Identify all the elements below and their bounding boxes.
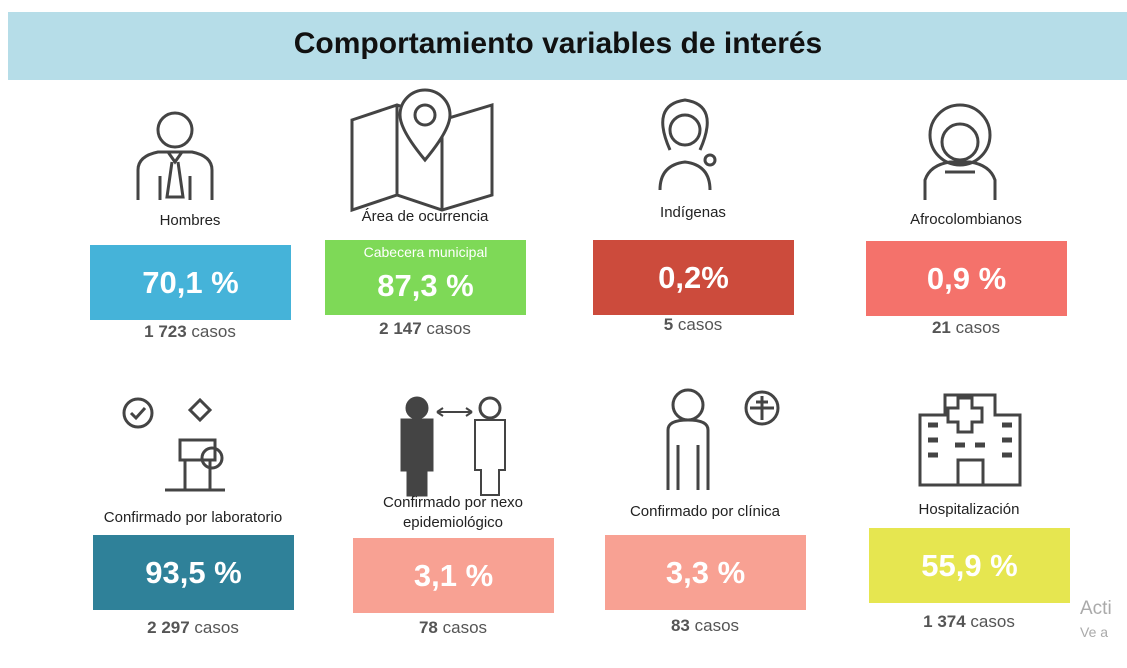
case-count: 1 723 xyxy=(144,322,187,341)
item-label: Indígenas xyxy=(660,204,726,221)
title: Comportamiento variables de interés xyxy=(293,27,823,60)
value: 3,1 % xyxy=(413,558,494,593)
item-label: Confirmado por clínica xyxy=(629,503,781,520)
case-count: 78 xyxy=(418,618,438,637)
case-count: 2 147 xyxy=(379,319,422,338)
value: 0,2% xyxy=(658,260,729,295)
case-unit: casos xyxy=(191,322,236,341)
value: 70,1 % xyxy=(142,265,239,300)
cases: 83 casos xyxy=(605,616,805,636)
value-box: 3,3 % xyxy=(605,535,806,610)
case-count: 1 374 xyxy=(923,612,966,631)
case-count: 21 xyxy=(931,318,951,337)
cases: 2 147 casos xyxy=(325,319,525,339)
case-unit: casos xyxy=(194,618,239,637)
header: Comportamiento variables de interés xyxy=(8,12,1127,80)
icon-clinic xyxy=(666,388,780,490)
case-unit: casos xyxy=(677,315,723,334)
icon-people xyxy=(400,396,506,497)
value-box: 0,9 % xyxy=(866,241,1067,316)
value-box: 93,5 % xyxy=(93,535,294,610)
item-label: Hombres xyxy=(159,212,221,229)
cases: 1 723 casos xyxy=(90,322,290,342)
icon-lab xyxy=(122,397,225,492)
icon-hospital xyxy=(918,393,1022,487)
item-label: Afrocolombianos xyxy=(910,211,1022,228)
watermark: Acti xyxy=(1080,598,1112,619)
cases: 2 297 casos xyxy=(93,618,293,638)
case-unit: casos xyxy=(955,318,1001,337)
value: 93,5 % xyxy=(145,555,242,590)
case-count: 5 xyxy=(663,315,674,334)
icon-afro xyxy=(923,103,997,200)
item-label: Confirmado por nexo epidemiológico xyxy=(382,494,524,531)
value-box: 55,9 % xyxy=(869,528,1070,603)
value-box: 70,1 % xyxy=(90,245,291,320)
case-unit: casos xyxy=(970,612,1015,631)
value: 3,3 % xyxy=(665,555,746,590)
case-count: 83 xyxy=(670,616,690,635)
item-label: Confirmado por laboratorio xyxy=(103,509,283,526)
value-box: 0,2% xyxy=(593,240,794,315)
icon-man xyxy=(136,111,214,200)
value: 0,9 % xyxy=(926,261,1007,296)
item-label: Hospitalización xyxy=(918,501,1020,518)
item-label: Área de ocurrencia xyxy=(361,208,489,225)
sublabel: Cabecera municipal xyxy=(363,244,488,260)
value-box: 3,1 % xyxy=(353,538,554,613)
case-count: 2 297 xyxy=(147,618,190,637)
value-box: 87,3 % Cabecera municipal xyxy=(325,240,526,315)
case-unit: casos xyxy=(442,618,488,637)
cases: 5 casos xyxy=(593,315,793,335)
cases: 78 casos xyxy=(353,618,553,638)
icon-woman xyxy=(658,98,717,191)
value: 55,9 % xyxy=(921,548,1018,583)
watermark: Ve a xyxy=(1080,624,1109,640)
icon-map xyxy=(350,88,494,213)
value: 87,3 % xyxy=(377,268,474,303)
cases: 1 374 casos xyxy=(869,612,1069,632)
case-unit: casos xyxy=(426,319,471,338)
case-unit: casos xyxy=(694,616,740,635)
cases: 21 casos xyxy=(866,318,1066,338)
